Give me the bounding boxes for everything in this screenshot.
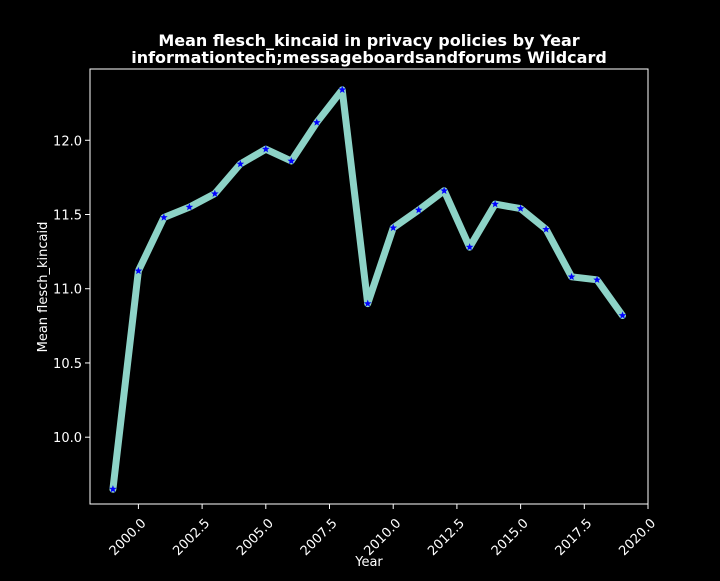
y-tick-label: 10.5 — [53, 357, 82, 372]
data-point-marker — [338, 85, 347, 94]
data-point-marker — [287, 157, 296, 165]
data-point-marker — [262, 145, 270, 153]
chart-title-line2: informationtech;messageboardsandforums W… — [131, 48, 607, 67]
data-point-marker — [134, 266, 143, 275]
data-point-marker — [363, 299, 372, 307]
data-point-marker — [491, 200, 499, 208]
y-tick-label: 11.5 — [53, 208, 82, 223]
data-point-marker — [236, 160, 245, 168]
y-tick-label: 11.0 — [53, 283, 82, 298]
chart-title-line1: Mean flesch_kincaid in privacy policies … — [158, 31, 579, 50]
x-axis-label: Year — [354, 555, 383, 570]
data-point-marker — [414, 206, 423, 214]
series-layer — [109, 85, 627, 493]
data-point-marker — [312, 118, 321, 126]
data-point-marker — [593, 275, 601, 284]
data-point-marker — [109, 485, 117, 493]
data-point-marker — [389, 223, 398, 232]
data-point-marker — [516, 204, 525, 212]
data-point-marker — [542, 225, 550, 233]
data-point-marker — [160, 213, 168, 221]
data-point-marker — [465, 243, 474, 251]
data-point-marker — [567, 272, 576, 281]
data-point-marker — [211, 189, 219, 197]
data-point-marker — [440, 186, 448, 194]
data-point-marker — [185, 203, 194, 211]
y-tick-label: 12.0 — [53, 134, 82, 149]
y-axis: 10.0 10.5 11.0 11.5 12.0 — [53, 134, 90, 446]
y-axis-label: Mean flesch_kincaid — [36, 222, 51, 353]
data-point-marker — [618, 311, 627, 319]
y-tick-label: 10.0 — [53, 431, 82, 446]
plot-area-frame — [89, 68, 649, 505]
